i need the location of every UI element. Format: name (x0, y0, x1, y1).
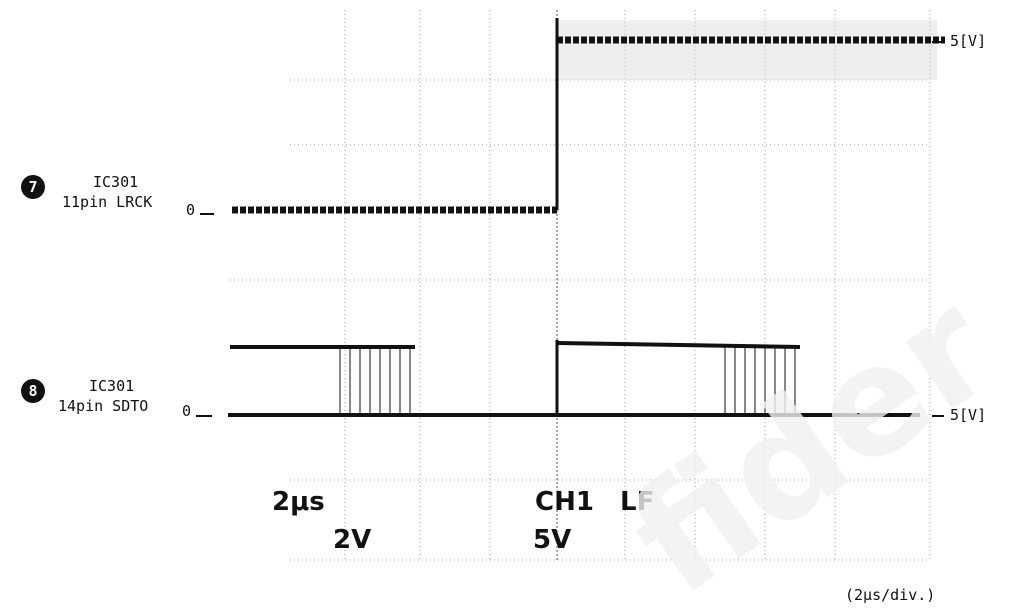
ic-label: IC301 (93, 173, 138, 191)
channel-number: 8 (28, 382, 37, 400)
scope-figure: 7 IC301 11pin LRCK 0 5[V] 8 IC301 14pin … (0, 0, 1016, 611)
ic-label: IC301 (89, 377, 134, 395)
scale-label: 5[V] (950, 32, 986, 50)
ch2-volts: 5V (533, 525, 571, 555)
channel-number: 7 (28, 178, 37, 196)
watermark: fider (601, 261, 1016, 611)
timebase: 2μs (272, 487, 325, 517)
zero-label: 0 (182, 402, 191, 420)
shade (557, 20, 937, 80)
signal-label: 11pin LRCK (62, 193, 152, 211)
zero-label: 0 (186, 201, 195, 219)
ch1-volts: 2V (333, 525, 371, 555)
signal-label: 14pin SDTO (58, 397, 148, 415)
trigger: CH1 (535, 487, 594, 517)
time-division: (2μs/div.) (845, 586, 935, 604)
